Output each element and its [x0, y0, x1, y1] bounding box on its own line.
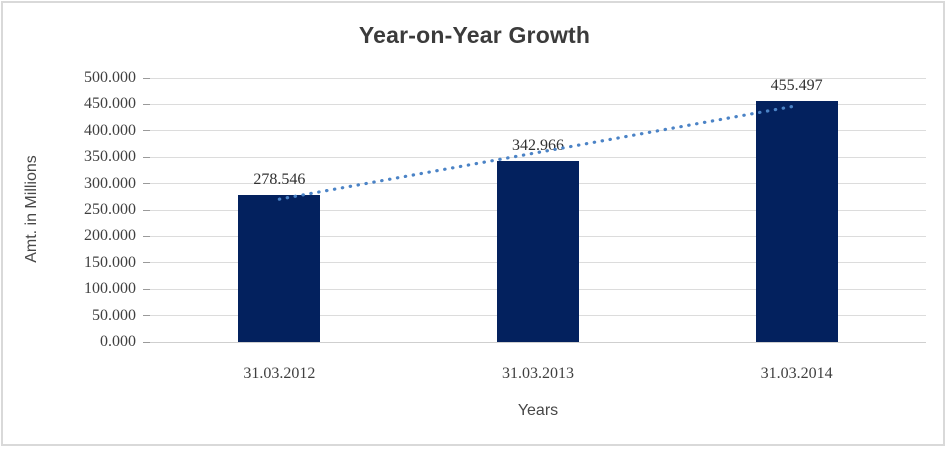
- y-tick-mark: [143, 262, 150, 264]
- x-tick-label: 31.03.2014: [760, 365, 833, 382]
- data-label: 278.546: [253, 170, 306, 188]
- y-tick-mark: [143, 156, 150, 158]
- y-tick-mark: [143, 209, 150, 211]
- y-tick-label: 500.000: [84, 69, 136, 86]
- gridline: [150, 77, 926, 79]
- y-tick-mark: [143, 77, 150, 79]
- plot-area: [150, 78, 926, 343]
- y-tick-mark: [143, 103, 150, 105]
- x-tick-label: 31.03.2012: [243, 365, 316, 382]
- y-tick-mark: [143, 235, 150, 237]
- chart-title: Year-on-Year Growth: [358, 22, 591, 48]
- x-tick-label: 31.03.2013: [502, 365, 574, 382]
- x-axis-title: Years: [517, 402, 559, 419]
- y-tick-mark: [143, 288, 150, 290]
- y-tick-label: 250.000: [84, 201, 136, 218]
- y-tick-mark: [143, 315, 150, 317]
- bar: [238, 194, 321, 342]
- y-tick-label: 350.000: [84, 148, 136, 166]
- y-tick-label: 300.000: [84, 174, 136, 192]
- y-tick-label: 100.000: [84, 280, 136, 298]
- y-tick-label: 50.000: [92, 306, 136, 324]
- data-label: 455.497: [770, 77, 823, 95]
- y-tick-mark: [143, 183, 150, 185]
- y-tick-label: 0.000: [100, 333, 136, 350]
- y-tick-mark: [143, 341, 150, 343]
- bar: [755, 101, 838, 342]
- y-tick-mark: [143, 130, 150, 132]
- bar: [497, 160, 579, 342]
- y-tick-label: 450.000: [84, 95, 136, 113]
- data-label: 342.966: [512, 136, 564, 154]
- y-tick-label: 400.000: [84, 121, 136, 139]
- y-tick-label: 150.000: [84, 253, 136, 271]
- y-tick-label: 200.000: [84, 227, 136, 245]
